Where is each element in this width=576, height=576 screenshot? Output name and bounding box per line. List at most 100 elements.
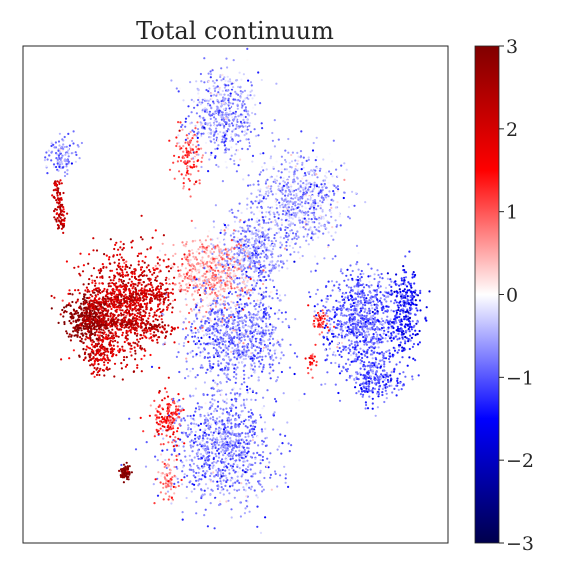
scatter-point [186, 256, 189, 259]
scatter-point [229, 342, 232, 345]
scatter-point [236, 283, 239, 286]
scatter-point [262, 219, 266, 222]
scatter-point [190, 276, 194, 279]
scatter-point [201, 279, 205, 282]
scatter-point [187, 105, 190, 108]
scatter-point [193, 320, 196, 323]
scatter-point [141, 274, 144, 278]
scatter-point [193, 335, 196, 338]
scatter-point [97, 363, 100, 366]
scatter-point [218, 86, 221, 89]
scatter-point [358, 292, 361, 295]
scatter-point [109, 312, 112, 315]
scatter-point [319, 191, 322, 194]
scatter-point [212, 100, 215, 103]
scatter-point [85, 345, 88, 348]
scatter-point [165, 276, 168, 279]
scatter-point [343, 162, 346, 165]
scatter-point [215, 335, 218, 338]
scatter-point [351, 346, 354, 349]
scatter-point [284, 311, 287, 314]
scatter-point [243, 264, 246, 267]
scatter-point [252, 316, 255, 319]
scatter-point [269, 187, 272, 190]
scatter-point [73, 313, 76, 316]
scatter-point [267, 190, 270, 193]
scatter-point [95, 337, 98, 340]
scatter-point [261, 226, 264, 229]
scatter-point [331, 329, 334, 332]
scatter-point [212, 328, 215, 331]
scatter-point [227, 321, 230, 324]
scatter-point [224, 239, 227, 242]
scatter-point [294, 212, 297, 215]
scatter-point [270, 250, 273, 253]
scatter-point [266, 233, 269, 236]
scatter-point [264, 329, 267, 332]
scatter-point [251, 291, 254, 294]
scatter-point [240, 268, 243, 271]
scatter-point [124, 286, 127, 289]
scatter-point [208, 336, 211, 339]
scatter-point [250, 289, 253, 292]
scatter-point [323, 182, 326, 186]
scatter-point [269, 342, 272, 345]
scatter-point [309, 190, 312, 193]
scatter-point [227, 247, 230, 250]
scatter-point [249, 357, 252, 360]
scatter-point [291, 246, 295, 250]
scatter-point [115, 282, 118, 285]
scatter-point [240, 115, 243, 118]
scatter-point [112, 318, 115, 321]
scatter-point [280, 351, 283, 354]
scatter-point [255, 266, 259, 269]
scatter-point [240, 232, 243, 235]
scatter-point [234, 153, 237, 156]
scatter-point [326, 331, 329, 334]
scatter-point [175, 87, 178, 90]
scatter-point [287, 234, 290, 237]
scatter-point [276, 223, 279, 226]
scatter-point [230, 122, 234, 125]
scatter-point [180, 125, 183, 128]
scatter-point [96, 343, 99, 346]
scatter-point [98, 289, 101, 292]
scatter-point [289, 200, 292, 203]
scatter-point [138, 318, 141, 321]
scatter-point [164, 278, 167, 282]
scatter-point [103, 253, 106, 256]
scatter-point [110, 269, 114, 272]
scatter-point [114, 339, 117, 342]
scatter-point [90, 343, 93, 346]
scatter-point [194, 127, 197, 130]
scatter-point [97, 331, 101, 334]
scatter-point [139, 268, 143, 271]
scatter-point [228, 107, 231, 110]
scatter-point [269, 157, 272, 160]
scatter-point [290, 213, 293, 216]
scatter-point [185, 134, 188, 137]
scatter-point [336, 185, 339, 188]
scatter-point [103, 363, 106, 367]
scatter-point [126, 330, 129, 333]
scatter-point [222, 131, 225, 134]
scatter-point [244, 324, 247, 327]
scatter-point [269, 278, 272, 281]
scatter-point [213, 296, 216, 300]
scatter-point [300, 130, 303, 133]
scatter-point [222, 118, 225, 121]
scatter-point [77, 314, 80, 317]
scatter-point [130, 280, 133, 283]
scatter-point [293, 250, 296, 254]
scatter-point [86, 325, 89, 328]
scatter-point [277, 317, 280, 320]
scatter-point [320, 217, 323, 220]
scatter-point [206, 265, 209, 268]
scatter-point [292, 211, 295, 215]
scatter-point [210, 283, 213, 286]
scatter-point [297, 216, 301, 219]
scatter-point [177, 156, 180, 159]
scatter-point [269, 155, 273, 158]
scatter-point [245, 350, 248, 353]
